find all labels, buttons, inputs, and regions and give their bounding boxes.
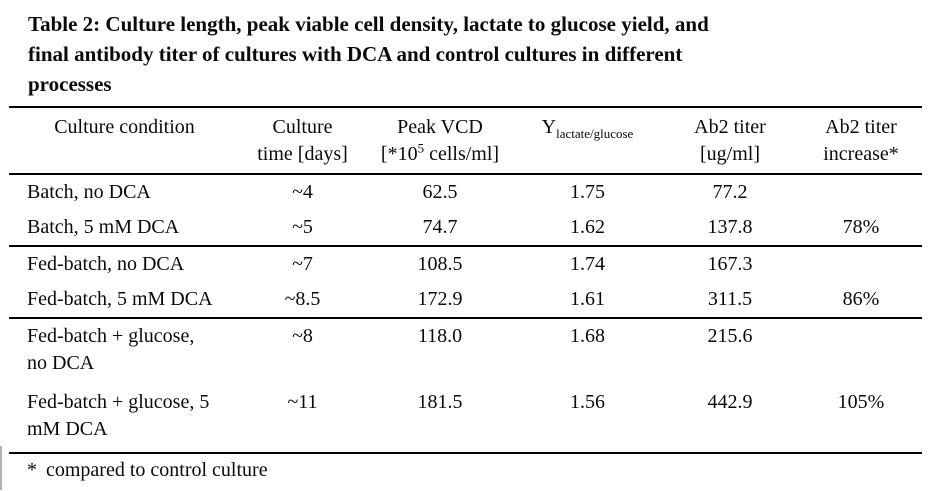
cell-ab2-titer: 311.5 <box>707 288 753 310</box>
cell-culture-time: ~7 <box>292 253 313 275</box>
cell-yield: 1.68 <box>570 325 605 347</box>
table-row: Batch, 5 mM DCA ~5 74.7 1.62 137.8 78% <box>9 210 922 246</box>
row-group-fed-batch-glucose: Fed-batch + glucose, no DCA ~8 118.0 1.6… <box>9 318 922 453</box>
table-caption-line: final antibody titer of cultures with DC… <box>28 42 683 66</box>
cell-yield: 1.62 <box>570 216 605 238</box>
cell-culture-time: ~8 <box>292 325 313 347</box>
cell-peak-vcd: 118.0 <box>417 325 463 347</box>
cell-culture-time: ~5 <box>292 216 313 238</box>
footnote-marker: * <box>27 459 37 481</box>
table-caption-line: processes <box>28 72 112 96</box>
condition-line: Fed-batch, 5 mM DCA <box>27 288 213 310</box>
condition-line: Batch, 5 mM DCA <box>27 216 180 238</box>
yield-symbol: Y <box>541 116 557 138</box>
cell-peak-vcd: 172.9 <box>417 288 463 310</box>
cell-ab2-titer: 442.9 <box>707 391 753 413</box>
header-line: time [days] <box>257 143 348 165</box>
table-caption: Table 2: Culture length, peak viable cel… <box>28 9 828 99</box>
header-line: increase* <box>823 143 899 165</box>
column-header-culture-condition: Culture condition <box>54 116 195 138</box>
cell-ab2-titer: 137.8 <box>707 216 753 238</box>
page-edge-artifact <box>0 446 2 490</box>
table-row: Fed-batch, 5 mM DCA ~8.5 172.9 1.61 311.… <box>9 282 922 318</box>
column-header-ab2-titer-increase: Ab2 titer increase* <box>800 107 922 174</box>
cell-ab2-titer: 167.3 <box>707 253 753 275</box>
cell-peak-vcd: 74.7 <box>422 216 458 238</box>
header-line: [ug/ml] <box>700 143 760 165</box>
cell-ab2-titer-increase: 86% <box>842 288 880 310</box>
table-row: Fed-batch + glucose, 5 mM DCA ~11 181.5 … <box>9 389 922 453</box>
table-header-row: Culture condition Culture time [days] Pe… <box>9 107 922 174</box>
footnote-row: * compared to control culture <box>9 453 922 491</box>
cell-yield: 1.56 <box>570 391 605 413</box>
cell-peak-vcd: 62.5 <box>422 181 458 203</box>
footnote: * compared to control culture <box>9 453 922 491</box>
condition-line: Batch, no DCA <box>27 181 151 203</box>
row-group-batch: Batch, no DCA ~4 62.5 1.75 77.2 Batch, 5… <box>9 174 922 246</box>
page: Table 2: Culture length, peak viable cel… <box>0 9 947 490</box>
condition-line: Fed-batch + glucose, <box>27 325 195 347</box>
table-row: Batch, no DCA ~4 62.5 1.75 77.2 <box>9 174 922 210</box>
row-group-fed-batch: Fed-batch, no DCA ~7 108.5 1.74 167.3 Fe… <box>9 246 922 318</box>
cell-culture-condition: Batch, no DCA <box>9 174 240 210</box>
header-line: [*105 cells/ml] <box>365 141 515 168</box>
cell-ab2-titer-increase: 78% <box>842 216 880 238</box>
cell-culture-condition: Fed-batch + glucose, 5 mM DCA <box>9 389 240 453</box>
column-header-culture-time: Culture time [days] <box>240 107 365 174</box>
cell-culture-time: ~8.5 <box>284 288 321 310</box>
cell-yield: 1.75 <box>570 181 605 203</box>
yield-subscript: lactate/glucose <box>556 126 634 141</box>
cell-yield: 1.74 <box>570 253 605 275</box>
table-row: Fed-batch, no DCA ~7 108.5 1.74 167.3 <box>9 246 922 282</box>
table-row: Fed-batch + glucose, no DCA ~8 118.0 1.6… <box>9 318 922 389</box>
cell-yield: 1.61 <box>570 288 605 310</box>
cell-culture-time: ~11 <box>287 391 318 413</box>
header-line: Peak VCD <box>397 116 483 138</box>
vcd-unit-post: cells/ml] <box>424 143 500 165</box>
header-line: Ab2 titer <box>694 116 766 138</box>
column-header-yield: Ylactate/glucose <box>515 107 660 174</box>
column-header-peak-vcd: Peak VCD [*105 cells/ml] <box>365 107 515 174</box>
data-table: Culture condition Culture time [days] Pe… <box>9 106 922 491</box>
cell-peak-vcd: 181.5 <box>417 391 463 413</box>
cell-ab2-titer-increase: 105% <box>837 391 885 413</box>
cell-ab2-titer-increase <box>800 318 922 389</box>
cell-culture-condition: Fed-batch + glucose, no DCA <box>9 318 240 389</box>
header-line: Ab2 titer <box>825 116 897 138</box>
cell-ab2-titer-increase <box>800 246 922 282</box>
condition-line: Fed-batch + glucose, 5 <box>27 391 210 413</box>
column-header-ab2-titer: Ab2 titer [ug/ml] <box>660 107 800 174</box>
vcd-unit-pre: [*10 <box>380 143 418 165</box>
cell-culture-condition: Fed-batch, 5 mM DCA <box>9 282 240 318</box>
cell-ab2-titer-increase <box>800 174 922 210</box>
cell-culture-time: ~4 <box>292 181 313 203</box>
condition-line: Fed-batch, no DCA <box>27 253 185 275</box>
header-line: Culture <box>272 116 333 138</box>
footnote-text: compared to control culture <box>46 459 268 481</box>
cell-ab2-titer: 77.2 <box>712 181 748 203</box>
vcd-unit-exponent: 5 <box>417 140 425 156</box>
cell-ab2-titer: 215.6 <box>707 325 753 347</box>
cell-culture-condition: Fed-batch, no DCA <box>9 246 240 282</box>
condition-line: no DCA <box>27 352 95 374</box>
cell-culture-condition: Batch, 5 mM DCA <box>9 210 240 246</box>
condition-line: mM DCA <box>27 418 108 440</box>
cell-peak-vcd: 108.5 <box>417 253 463 275</box>
table-footer: * compared to control culture <box>9 453 922 491</box>
table-caption-line: Table 2: Culture length, peak viable cel… <box>28 12 709 36</box>
